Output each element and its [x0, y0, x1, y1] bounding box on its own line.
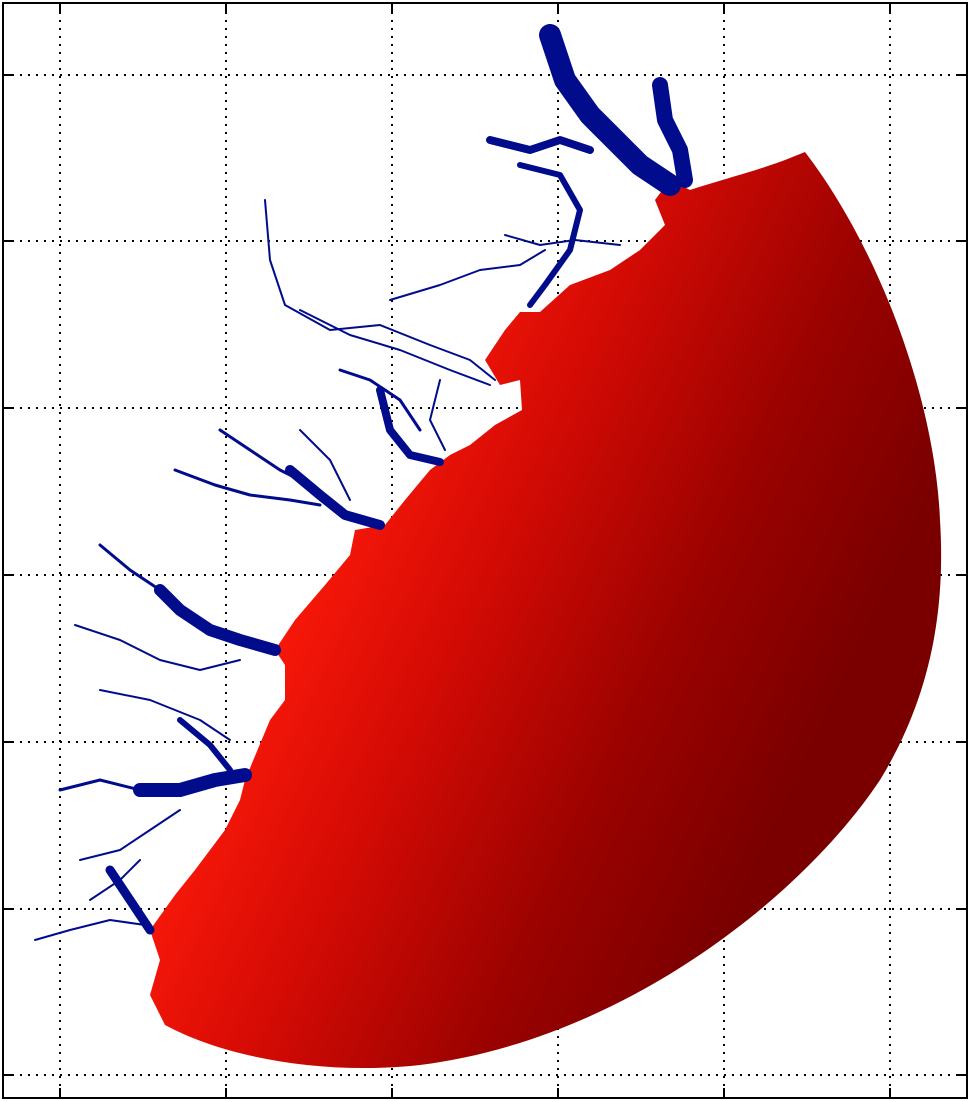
page-body	[0, 0, 970, 1101]
sea-region	[150, 152, 941, 1068]
map	[0, 0, 970, 1101]
page: Map {} html, body { margin: 0; padding: …	[0, 0, 970, 1101]
